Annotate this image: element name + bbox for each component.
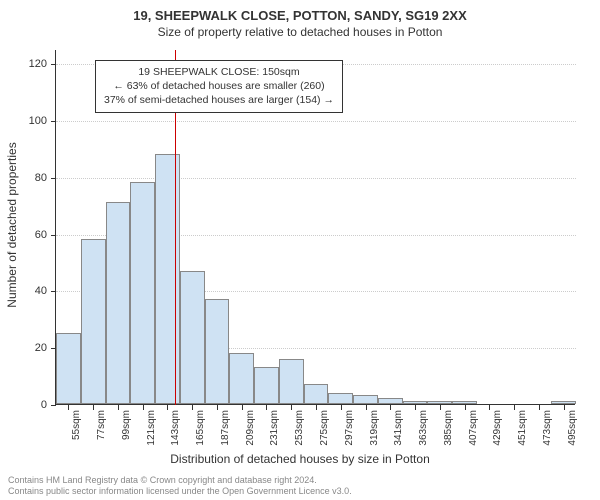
histogram-bar <box>378 398 403 404</box>
y-tick-mark <box>51 405 56 406</box>
chart-container: 19, SHEEPWALK CLOSE, POTTON, SANDY, SG19… <box>0 0 600 500</box>
chart-area: 02040608010012055sqm77sqm99sqm121sqm143s… <box>55 50 575 405</box>
x-tick-label: 121sqm <box>146 410 157 446</box>
x-tick-label: 231sqm <box>269 410 280 446</box>
x-tick-label: 429sqm <box>492 410 503 446</box>
x-tick-label: 451sqm <box>517 410 528 446</box>
histogram-bar <box>403 401 428 404</box>
histogram-bar <box>304 384 329 404</box>
x-tick-label: 275sqm <box>319 410 330 446</box>
x-tick-label: 99sqm <box>121 410 132 440</box>
x-tick-label: 209sqm <box>245 410 256 446</box>
footer-attribution: Contains HM Land Registry data © Crown c… <box>8 475 352 498</box>
x-tick-label: 495sqm <box>567 410 578 446</box>
histogram-bar <box>427 401 452 404</box>
histogram-bar <box>279 359 304 404</box>
x-tick-mark <box>93 405 94 410</box>
x-tick-label: 341sqm <box>393 410 404 446</box>
x-tick-mark <box>564 405 565 410</box>
histogram-bar <box>353 395 378 404</box>
histogram-bar <box>551 401 576 404</box>
x-tick-mark <box>489 405 490 410</box>
x-tick-label: 297sqm <box>344 410 355 446</box>
histogram-bar <box>229 353 254 404</box>
x-tick-label: 253sqm <box>294 410 305 446</box>
y-tick-mark <box>51 178 56 179</box>
y-tick-label: 60 <box>7 229 47 241</box>
histogram-bar <box>452 401 477 404</box>
histogram-bar <box>106 202 131 404</box>
x-tick-mark <box>440 405 441 410</box>
annotation-box: 19 SHEEPWALK CLOSE: 150sqm ← 63% of deta… <box>95 60 343 113</box>
footer-line-2: Contains public sector information licen… <box>8 486 352 497</box>
x-tick-label: 165sqm <box>195 410 206 446</box>
x-tick-mark <box>143 405 144 410</box>
x-tick-mark <box>366 405 367 410</box>
y-tick-mark <box>51 291 56 292</box>
gridline <box>56 121 576 122</box>
histogram-bar <box>81 239 106 404</box>
y-axis-label: Number of detached properties <box>5 142 19 307</box>
x-tick-mark <box>390 405 391 410</box>
x-tick-label: 143sqm <box>170 410 181 446</box>
y-tick-label: 120 <box>7 58 47 70</box>
y-tick-label: 80 <box>7 172 47 184</box>
histogram-bar <box>205 299 230 404</box>
x-tick-mark <box>192 405 193 410</box>
x-tick-label: 385sqm <box>443 410 454 446</box>
x-tick-label: 77sqm <box>96 410 107 440</box>
x-tick-mark <box>415 405 416 410</box>
x-tick-label: 473sqm <box>542 410 553 446</box>
annotation-line-2: ← 63% of detached houses are smaller (26… <box>104 79 334 93</box>
y-tick-label: 40 <box>7 285 47 297</box>
y-tick-mark <box>51 64 56 65</box>
annotation-line-1: 19 SHEEPWALK CLOSE: 150sqm <box>104 65 334 79</box>
annotation-line-3: 37% of semi-detached houses are larger (… <box>104 93 334 107</box>
x-tick-label: 407sqm <box>468 410 479 446</box>
title-main: 19, SHEEPWALK CLOSE, POTTON, SANDY, SG19… <box>0 0 600 23</box>
y-tick-label: 0 <box>7 399 47 411</box>
x-tick-label: 363sqm <box>418 410 429 446</box>
y-tick-label: 20 <box>7 342 47 354</box>
histogram-bar <box>56 333 81 404</box>
y-tick-label: 100 <box>7 115 47 127</box>
x-tick-mark <box>242 405 243 410</box>
gridline <box>56 178 576 179</box>
x-tick-mark <box>539 405 540 410</box>
x-tick-mark <box>341 405 342 410</box>
histogram-bar <box>254 367 279 404</box>
x-tick-mark <box>291 405 292 410</box>
histogram-bar <box>130 182 155 404</box>
x-axis-label: Distribution of detached houses by size … <box>0 452 600 466</box>
x-tick-label: 319sqm <box>369 410 380 446</box>
x-tick-label: 187sqm <box>220 410 231 446</box>
x-tick-mark <box>167 405 168 410</box>
y-tick-mark <box>51 235 56 236</box>
footer-line-1: Contains HM Land Registry data © Crown c… <box>8 475 352 486</box>
x-tick-mark <box>217 405 218 410</box>
x-tick-mark <box>118 405 119 410</box>
x-tick-mark <box>266 405 267 410</box>
x-tick-mark <box>514 405 515 410</box>
histogram-bar <box>328 393 353 404</box>
x-tick-mark <box>465 405 466 410</box>
x-tick-label: 55sqm <box>71 410 82 440</box>
x-tick-mark <box>68 405 69 410</box>
y-tick-mark <box>51 121 56 122</box>
title-sub: Size of property relative to detached ho… <box>0 23 600 39</box>
histogram-bar <box>180 271 205 404</box>
x-tick-mark <box>316 405 317 410</box>
